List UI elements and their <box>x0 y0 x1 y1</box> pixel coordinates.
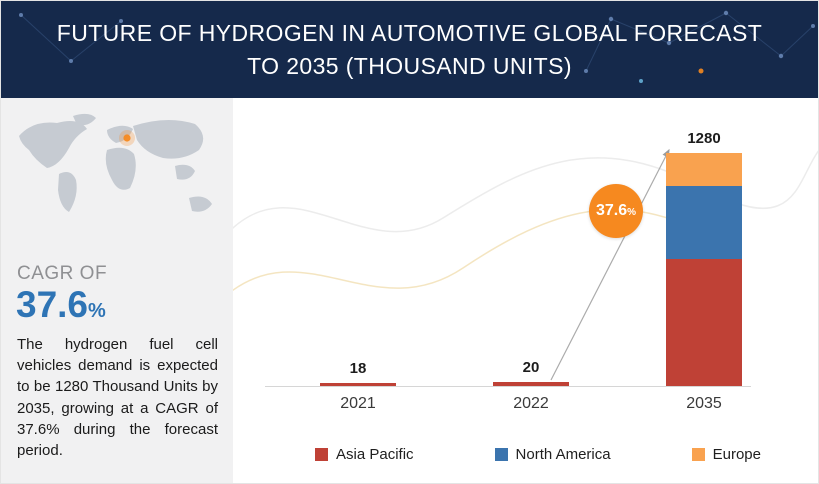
bar-value-label: 1280 <box>687 130 721 147</box>
x-axis-labels: 2021 2022 2035 <box>233 395 818 419</box>
plot-area: 18 20 1280 <box>233 98 818 386</box>
summary-panel: CAGR OF 37.6% The hydrogen fuel cell veh… <box>1 98 233 483</box>
legend-label-europe: Europe <box>712 446 761 463</box>
bar-value-label: 20 <box>522 359 540 377</box>
x-tick-2035: 2035 <box>686 395 722 412</box>
legend-item-north-america: North America <box>494 446 611 463</box>
bar-segment-asia-pacific <box>320 382 396 386</box>
world-map <box>3 106 233 261</box>
x-axis-line <box>265 386 751 387</box>
chart-panel: 18 20 1280 2021 2022 2035 37.6% Asia Pacific… <box>233 98 818 483</box>
legend-swatch-north-america <box>494 448 508 461</box>
cagr-percent-sign: % <box>88 300 106 322</box>
growth-arrow <box>550 148 670 381</box>
x-tick-2021: 2021 <box>340 395 376 412</box>
bar-segment-europe <box>666 153 742 186</box>
cagr-bubble: 37.6% <box>589 184 643 238</box>
bar-segment-north-america <box>666 185 742 259</box>
page-title: FUTURE OF HYDROGEN IN AUTOMOTIVE GLOBAL … <box>56 19 763 79</box>
cagr-bubble-percent: % <box>627 207 637 218</box>
chart-legend: Asia Pacific North America Europe <box>315 446 761 463</box>
bar-2021 <box>320 382 396 386</box>
bar-2035 <box>666 153 742 386</box>
legend-item-asia-pacific: Asia Pacific <box>315 446 414 463</box>
bar-segment-asia-pacific <box>666 258 742 386</box>
network-decoration <box>19 10 815 83</box>
cagr-value: 37.6% <box>16 284 233 326</box>
header-banner: FUTURE OF HYDROGEN IN AUTOMOTIVE GLOBAL … <box>1 1 818 98</box>
legend-swatch-europe <box>691 448 705 461</box>
cagr-label: CAGR OF <box>17 263 108 284</box>
x-tick-2022: 2022 <box>513 395 549 412</box>
legend-item-europe: Europe <box>691 446 761 463</box>
legend-swatch-asia-pacific <box>315 448 328 461</box>
summary-text: The hydrogen fuel cell vehicles demand i… <box>17 335 218 460</box>
legend-label-asia-pacific: Asia Pacific <box>336 446 414 463</box>
cagr-bubble-value: 37.6 <box>595 202 628 219</box>
bar-segment-asia-pacific <box>493 382 569 386</box>
legend-label-north-america: North America <box>515 446 611 463</box>
cagr-number: 37.6 <box>16 284 89 325</box>
bar-2022 <box>493 382 569 386</box>
bar-value-label: 18 <box>349 359 367 377</box>
